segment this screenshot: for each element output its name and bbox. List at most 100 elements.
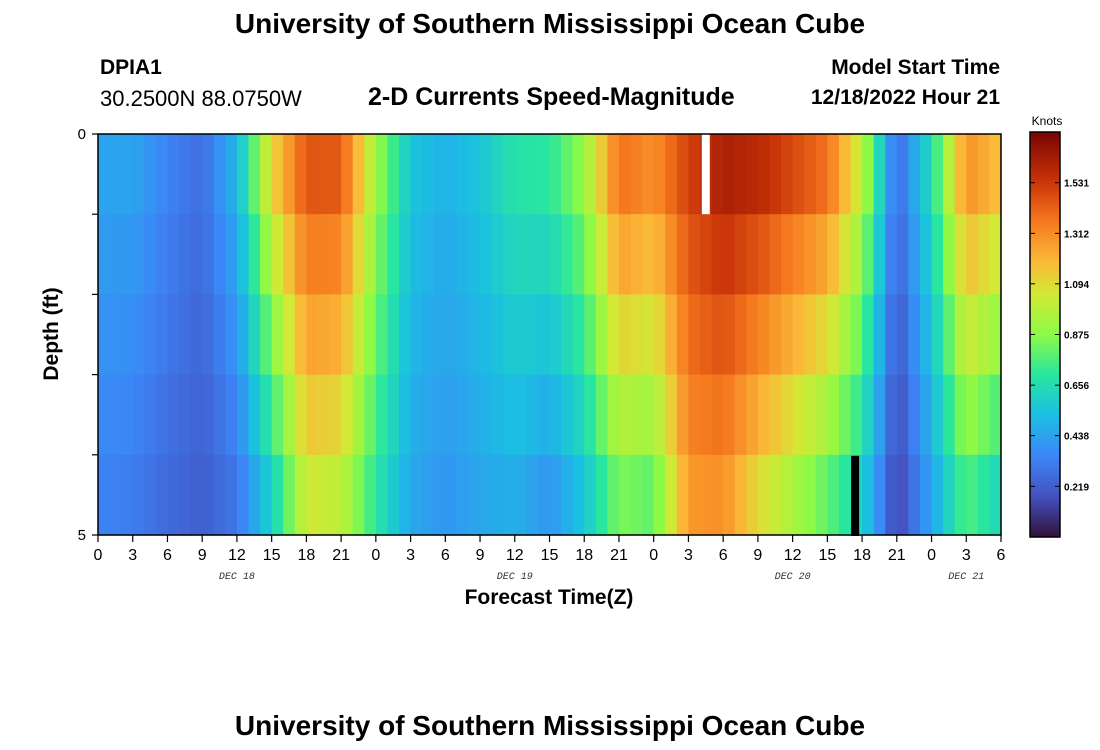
model-start-label: Model Start Time <box>831 56 1000 79</box>
heatmap-cell <box>769 214 782 295</box>
heatmap-cell <box>433 454 446 536</box>
heatmap-cell <box>757 374 771 456</box>
heatmap-cell <box>144 374 157 456</box>
heatmap-cell <box>225 134 238 215</box>
heatmap-cell <box>711 214 724 295</box>
heatmap-cell <box>98 454 111 536</box>
heatmap-cell <box>561 374 574 456</box>
footer-title: University of Southern Mississippi Ocean… <box>234 710 866 741</box>
x-tick-label: 21 <box>332 547 350 564</box>
heatmap-cell <box>850 134 863 215</box>
heatmap-cell <box>399 134 412 215</box>
heatmap-cell <box>410 454 423 536</box>
heatmap-cell <box>387 134 400 215</box>
x-axis: 0 3 6 9 12 15 18 21 0 3 6 9 12 15 18 21 0 3 6 9 12 15 18 21 0 3 6 D… <box>94 535 1006 583</box>
heatmap-cell <box>387 294 400 376</box>
heatmap-cell <box>873 214 886 295</box>
heatmap-cell <box>271 134 284 215</box>
heatmap-cell <box>711 454 724 536</box>
heatmap-cell <box>144 454 157 536</box>
heatmap-cell <box>248 134 261 215</box>
heatmap-cell <box>966 134 979 215</box>
heatmap-cell <box>676 214 690 295</box>
heatmap-cell <box>271 214 284 295</box>
heatmap-cell <box>989 134 1002 215</box>
heatmap-cell <box>618 374 632 456</box>
colorbar-tick-label: 0.438 <box>1064 432 1089 443</box>
heatmap-cell <box>456 294 470 376</box>
date-label: DEC 20 <box>775 572 811 583</box>
heatmap-cell <box>375 374 389 456</box>
colorbar-tick-label: 0.219 <box>1064 482 1089 493</box>
heatmap-cell <box>317 214 331 295</box>
heatmap-gaps <box>701 134 860 536</box>
heatmap-cell <box>352 454 365 536</box>
heatmap-cell <box>329 214 342 295</box>
heatmap-cell <box>144 134 157 215</box>
heatmap-cell <box>723 134 736 215</box>
heatmap-cell <box>838 294 852 376</box>
heatmap-cell <box>341 454 354 536</box>
heatmap-cell <box>480 454 493 536</box>
heatmap-cell <box>433 294 446 376</box>
heatmap-cell <box>642 134 655 215</box>
heatmap-cell <box>202 294 215 376</box>
heatmap-cell <box>572 374 585 456</box>
heatmap-cell <box>815 374 828 456</box>
heatmap-cell <box>132 214 145 295</box>
heatmap-cell <box>526 214 539 295</box>
x-tick-label: 9 <box>198 547 207 564</box>
heatmap-cell <box>723 214 736 295</box>
heatmap-cell <box>387 214 400 295</box>
heatmap-cell <box>480 374 493 456</box>
heatmap-cell <box>306 294 319 376</box>
heatmap-cell <box>260 374 273 456</box>
heatmap-cell <box>109 134 122 215</box>
heatmap-cell <box>931 134 944 215</box>
heatmap-cell <box>642 374 655 456</box>
heatmap-cell <box>190 454 203 536</box>
heatmap-cell <box>456 454 470 536</box>
heatmap-gap-cell <box>701 134 710 215</box>
heatmap-cell <box>595 294 608 376</box>
x-tick-label: 21 <box>610 547 628 564</box>
heatmap-cell <box>503 214 516 295</box>
heatmap-cell <box>503 374 516 456</box>
heatmap-cell <box>815 134 828 215</box>
heatmap-cell <box>607 374 620 456</box>
x-tick-label: 0 <box>371 547 380 564</box>
heatmap-cell <box>283 294 296 376</box>
heatmap-cell <box>260 294 273 376</box>
heatmap-cell <box>109 454 122 536</box>
heatmap-cell <box>746 454 759 536</box>
date-label: DEC 19 <box>497 572 533 583</box>
heatmap-cell <box>306 454 319 536</box>
heatmap-cell <box>248 294 261 376</box>
date-label: DEC 21 <box>948 572 984 583</box>
heatmap-cell <box>954 454 967 536</box>
heatmap-cell <box>422 294 435 376</box>
heatmap-cell <box>491 134 504 215</box>
heatmap-cell <box>179 134 192 215</box>
heatmap-cell <box>132 134 145 215</box>
heatmap-cell <box>526 454 539 536</box>
heatmap-cell <box>422 214 435 295</box>
x-tick-label: 3 <box>684 547 693 564</box>
heatmap-cell <box>688 454 701 536</box>
heatmap-cell <box>236 134 250 215</box>
heatmap-cell <box>688 134 701 215</box>
heatmap-cell <box>352 294 365 376</box>
heatmap-cell <box>642 214 655 295</box>
heatmap-cell <box>757 134 771 215</box>
heatmap-cell <box>607 214 620 295</box>
y-axis-label: Depth (ft) <box>40 287 63 380</box>
heatmap-cell <box>132 374 145 456</box>
heatmap-cell <box>433 134 446 215</box>
heatmap-cell <box>549 134 562 215</box>
x-axis-label: Forecast Time(Z) <box>465 586 634 609</box>
x-tick-label: 0 <box>927 547 936 564</box>
heatmap-cell <box>306 374 319 456</box>
heatmap-cell <box>862 214 875 295</box>
heatmap-cell <box>491 454 504 536</box>
heatmap-cell <box>989 294 1002 376</box>
